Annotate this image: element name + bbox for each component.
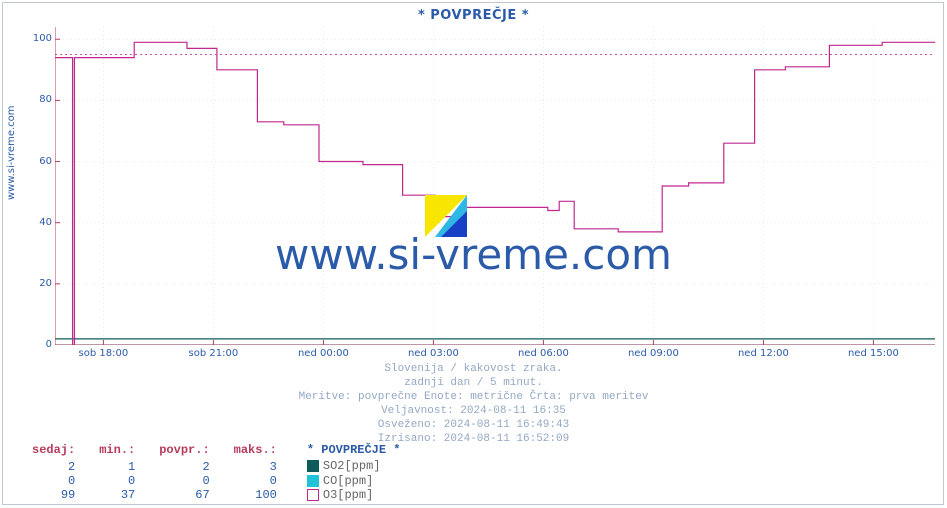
stats-header: maks.: bbox=[222, 443, 289, 459]
stats-cell: 2 bbox=[20, 459, 87, 473]
legend-label: CO[ppm] bbox=[323, 474, 373, 488]
stats-title-header: * POVPREČJE * bbox=[289, 443, 413, 459]
y-tick-label: 40 bbox=[12, 217, 52, 228]
x-tick-label: ned 12:00 bbox=[738, 348, 789, 359]
caption-line: Veljavnost: 2024-08-11 16:35 bbox=[0, 404, 947, 418]
stats-cell: 37 bbox=[87, 488, 147, 502]
stats-series-cell: O3[ppm] bbox=[289, 488, 413, 502]
stats-cell: 3 bbox=[222, 459, 289, 473]
stats-row: 993767100 O3[ppm] bbox=[20, 488, 413, 502]
y-tick-label: 60 bbox=[12, 156, 52, 167]
plot-area bbox=[55, 27, 935, 345]
stats-cell: 0 bbox=[147, 474, 221, 488]
x-tick-label: ned 00:00 bbox=[298, 348, 349, 359]
stats-header: sedaj: bbox=[20, 443, 87, 459]
watermark-logo bbox=[425, 195, 467, 237]
x-tick-label: ned 06:00 bbox=[518, 348, 569, 359]
legend-swatch bbox=[307, 489, 319, 501]
y-axis-label: www.si-vreme.com bbox=[6, 105, 17, 200]
x-tick-label: sob 21:00 bbox=[189, 348, 239, 359]
legend-swatch bbox=[307, 475, 319, 487]
y-tick-label: 0 bbox=[12, 339, 52, 350]
y-tick-label: 100 bbox=[12, 33, 52, 44]
stats-cell: 0 bbox=[222, 474, 289, 488]
stats-cell: 100 bbox=[222, 488, 289, 502]
x-tick-label: ned 03:00 bbox=[408, 348, 459, 359]
stats-row: 0000CO[ppm] bbox=[20, 474, 413, 488]
stats-header: min.: bbox=[87, 443, 147, 459]
stats-cell: 99 bbox=[20, 488, 87, 502]
y-tick-label: 20 bbox=[12, 278, 52, 289]
legend-label: SO2[ppm] bbox=[323, 459, 381, 473]
stats-header: povpr.: bbox=[147, 443, 221, 459]
stats-cell: 0 bbox=[20, 474, 87, 488]
x-tick-label: ned 09:00 bbox=[628, 348, 679, 359]
stats-row: 2123SO2[ppm] bbox=[20, 459, 413, 473]
chart-title: * POVPREČJE * bbox=[0, 8, 947, 23]
caption-line: Meritve: povprečne Enote: metrične Črta:… bbox=[0, 390, 947, 404]
x-tick-label: sob 18:00 bbox=[79, 348, 129, 359]
stats-table: sedaj:min.:povpr.:maks.:* POVPREČJE * 21… bbox=[20, 443, 413, 502]
stats-cell: 0 bbox=[87, 474, 147, 488]
stats-cell: 67 bbox=[147, 488, 221, 502]
stats-series-cell: CO[ppm] bbox=[289, 474, 413, 488]
stats-block: sedaj:min.:povpr.:maks.:* POVPREČJE * 21… bbox=[20, 443, 413, 502]
plot-svg bbox=[55, 27, 935, 345]
legend-label: O3[ppm] bbox=[323, 488, 373, 502]
legend-swatch bbox=[307, 460, 319, 472]
caption-line: Osveženo: 2024-08-11 16:49:43 bbox=[0, 418, 947, 432]
stats-cell: 1 bbox=[87, 459, 147, 473]
caption-line: zadnji dan / 5 minut. bbox=[0, 376, 947, 390]
stats-series-cell: SO2[ppm] bbox=[289, 459, 413, 473]
caption-line: Slovenija / kakovost zraka. bbox=[0, 362, 947, 376]
y-tick-label: 80 bbox=[12, 94, 52, 105]
stats-cell: 2 bbox=[147, 459, 221, 473]
x-tick-label: ned 15:00 bbox=[848, 348, 899, 359]
